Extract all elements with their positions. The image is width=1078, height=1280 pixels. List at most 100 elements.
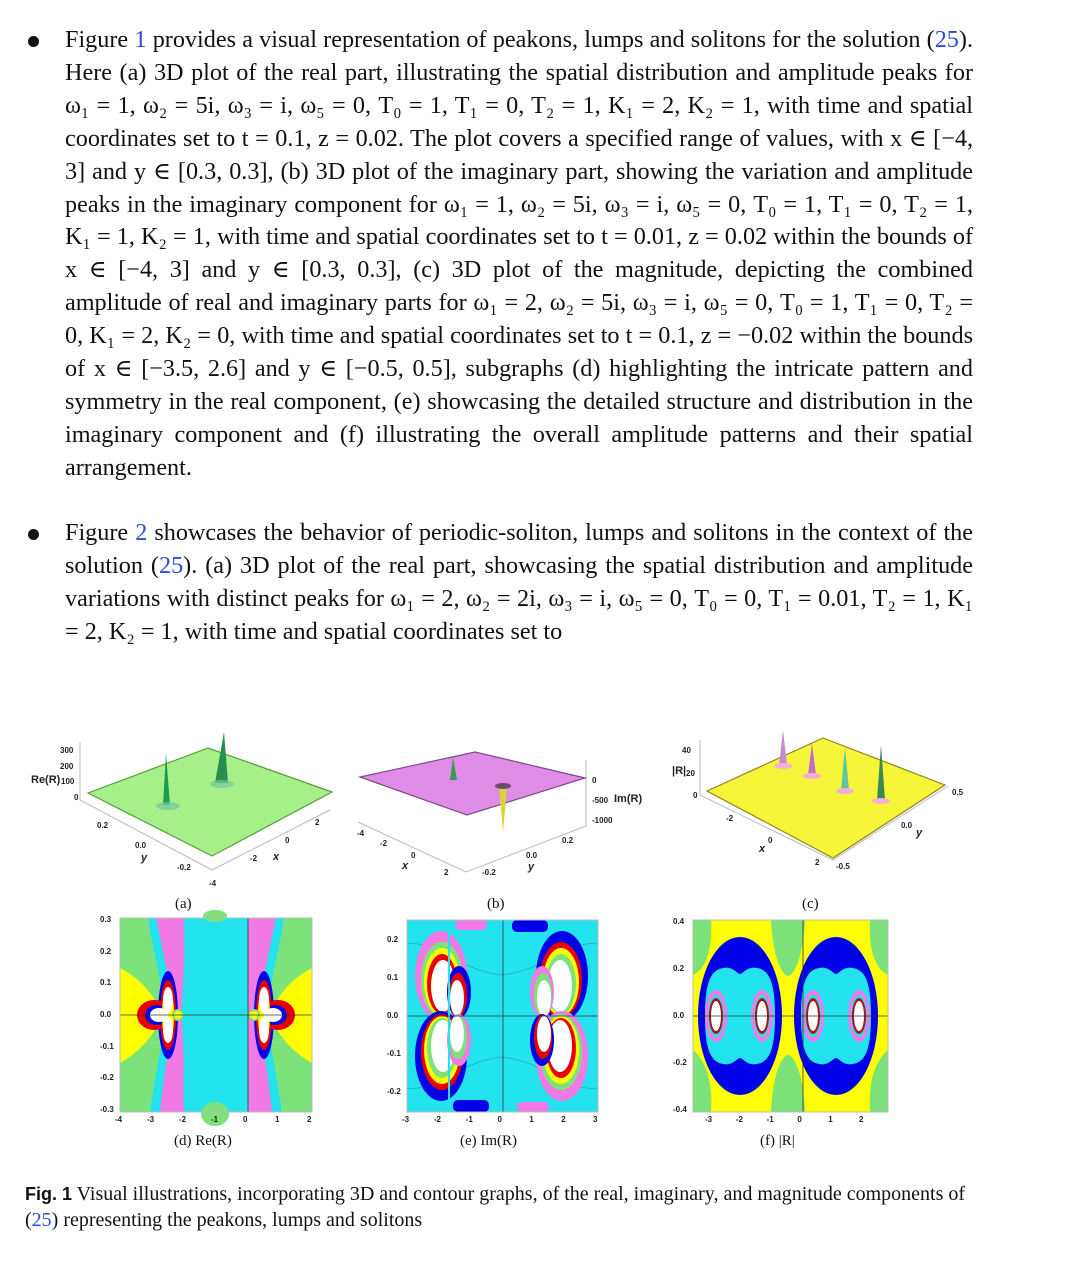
equation-link[interactable]: 25 (31, 1209, 52, 1231)
y-tick: 0.2 (387, 935, 399, 944)
y-tick: 0.0 (135, 841, 147, 850)
contour-plot-e (406, 919, 599, 1113)
x-tick: 1 (529, 1115, 534, 1124)
x-tick: 3 (593, 1115, 598, 1124)
subfigure-label-a: (a) (175, 896, 192, 912)
reference-link[interactable]: 25 (158, 551, 184, 579)
y-tick: 0.0 (387, 1011, 399, 1020)
x-tick: -2 (433, 1115, 441, 1124)
x-tick: -3 (402, 1115, 410, 1124)
x-tick: -1 (766, 1115, 774, 1124)
z-axis-label: |R| (672, 765, 687, 777)
x-tick: -1 (465, 1115, 473, 1124)
x-tick: 2 (444, 868, 449, 877)
y-axis-label: y (141, 852, 148, 864)
x-axis-label: x (273, 851, 280, 863)
y-tick: -0.2 (387, 1087, 401, 1096)
x-tick: -4 (115, 1115, 123, 1124)
y-tick: 0.1 (100, 978, 112, 988)
y-tick: 0.2 (673, 964, 685, 973)
paragraph-text: showcases the behavior of periodic-solit… (65, 519, 974, 579)
y-tick: -0.2 (177, 863, 191, 872)
z-tick: 0 (592, 776, 597, 785)
z-tick: 200 (60, 762, 74, 771)
bullet-2 (28, 529, 39, 540)
y-tick: 0.2 (100, 946, 112, 956)
paragraph-text: ). Here (a) 3D plot of the real part, il… (65, 26, 973, 481)
lump-right (530, 931, 588, 1101)
surface-plot-a (79, 732, 334, 871)
y-tick: 0.0 (673, 1011, 685, 1020)
x-tick: -2 (179, 1115, 187, 1124)
x-tick: -2 (250, 854, 258, 863)
y-tick: 0.5 (952, 788, 964, 797)
z-tick: -500 (592, 796, 609, 805)
y-tick: -0.5 (836, 862, 850, 871)
figure-caption: Fig. 1 Visual illustrations, incorporati… (25, 1181, 985, 1233)
x-tick: 1 (828, 1115, 833, 1124)
x-axis-label: x (402, 860, 409, 872)
subfigure-label-f: (f) |R| (760, 1133, 795, 1149)
subfigure-label-b: (b) (487, 896, 505, 912)
y-tick: -0.2 (482, 868, 496, 877)
paragraph-1: Figure 1 provides a visual representatio… (65, 24, 973, 485)
reference-link[interactable]: 2 (135, 519, 148, 546)
y-tick: -0.1 (387, 1049, 401, 1058)
paragraph-text: Figure (65, 26, 135, 53)
x-tick: -2 (726, 814, 734, 823)
x-tick: 0 (411, 851, 416, 860)
y-tick: -0.2 (673, 1058, 687, 1067)
z-tick: 0 (74, 793, 79, 802)
y-tick: -0.3 (100, 1105, 114, 1114)
y-tick: 0.3 (100, 915, 112, 924)
lump-left (415, 920, 471, 1112)
y-tick: 0.0 (526, 851, 538, 860)
x-tick: 2 (815, 858, 820, 867)
z-tick: -1000 (592, 816, 613, 825)
x-tick: 1 (275, 1115, 280, 1124)
x-tick: 0 (243, 1115, 248, 1124)
z-tick: 100 (61, 777, 75, 786)
surface-plot-b (357, 751, 588, 873)
x-tick: 2 (307, 1115, 312, 1124)
x-tick: -4 (209, 879, 217, 888)
x-axis-label: x (759, 843, 766, 855)
z-tick: 40 (682, 746, 691, 755)
x-tick: -1 (211, 1115, 219, 1124)
y-tick: 0.2 (97, 821, 109, 830)
bullet-1 (28, 36, 39, 47)
caption-text: Visual illustrations, incorporating 3D a… (25, 1183, 966, 1231)
z-tick: 0 (693, 791, 698, 800)
caption-text-end: ) representing the peakons, lumps and so… (51, 1209, 423, 1231)
y-tick: -0.1 (100, 1041, 114, 1051)
contour-plot-d (119, 910, 313, 1126)
paragraph-text: provides a visual representation of peak… (146, 26, 935, 53)
y-tick: 0.1 (387, 973, 399, 982)
x-tick: 2 (859, 1115, 864, 1124)
y-tick: 0.0 (901, 821, 913, 830)
x-tick: -3 (705, 1115, 713, 1124)
x-tick: 2 (561, 1115, 566, 1124)
x-tick: 0 (768, 836, 773, 845)
y-tick: -0.2 (100, 1073, 114, 1083)
y-tick: 0.0 (100, 1010, 112, 1019)
z-axis-label: Re(R) (31, 774, 61, 786)
paragraph-2: Figure 2 showcases the behavior of perio… (65, 517, 973, 649)
x-tick: -3 (147, 1115, 155, 1124)
y-tick: 0.4 (673, 917, 685, 926)
y-tick: -0.4 (673, 1105, 687, 1114)
z-tick: 300 (60, 746, 74, 755)
paragraph-text: ). (a) 3D plot of the real part, showcas… (65, 551, 973, 645)
y-axis-label: y (528, 861, 535, 873)
paragraph-text: Figure (65, 519, 136, 546)
y-axis-label: y (916, 827, 923, 839)
reference-link[interactable]: 25 (934, 26, 959, 53)
contour-plot-f (692, 919, 889, 1113)
x-tick: 0 (797, 1115, 802, 1124)
x-tick: 0 (285, 836, 290, 845)
reference-link[interactable]: 1 (134, 26, 147, 53)
figure-number: Fig. 1 (25, 1184, 73, 1204)
x-tick: -4 (357, 829, 365, 838)
subfigure-label-e: (e) Im(R) (460, 1133, 518, 1149)
surface-plot-c (699, 730, 949, 861)
